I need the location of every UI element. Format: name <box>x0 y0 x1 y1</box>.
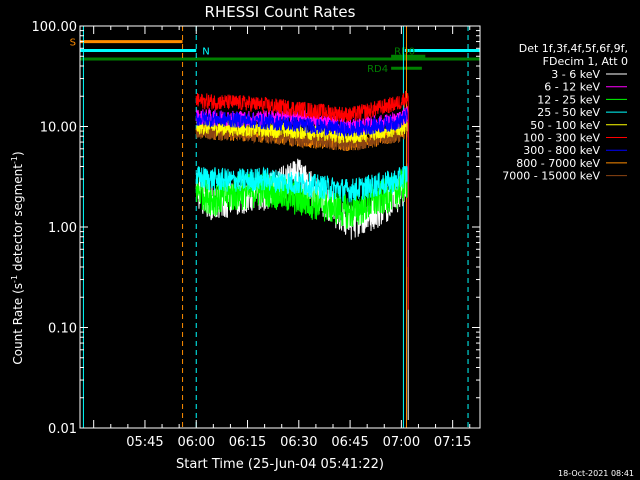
x-tick-label: 06:30 <box>280 435 317 450</box>
legend-entry-label: 25 - 50 keV <box>537 106 600 119</box>
flag-label: N <box>202 47 209 58</box>
x-tick-label: 06:45 <box>331 435 368 450</box>
x-axis-label: Start Time (25-Jun-04 05:41:22) <box>176 457 384 472</box>
y-axis-ticks: 0.01 0.10 1.00 10.00 100.00 <box>32 20 480 437</box>
legend-entry-label: 50 - 100 keV <box>530 119 600 132</box>
x-tick-label: 07:15 <box>434 435 471 450</box>
y-tick-label: 100.00 <box>32 20 78 35</box>
x-tick-label: 06:15 <box>229 435 266 450</box>
legend-entry-label: 12 - 25 keV <box>537 93 600 106</box>
attenuator-lines <box>82 26 469 428</box>
legend-entry-label: 100 - 300 keV <box>523 132 600 145</box>
series-line <box>195 108 409 267</box>
y-tick-label: 0.01 <box>48 422 77 437</box>
flag-label: RD4 <box>367 64 388 75</box>
y-axis-label: Count Rate (s-1 detector segment-1) <box>10 151 25 364</box>
y-tick-label: 0.10 <box>48 322 77 337</box>
flag-label: S <box>70 38 76 49</box>
y-tick-label: 1.00 <box>48 221 77 236</box>
plot-frame <box>79 25 481 429</box>
x-axis-ticks: 05:45 06:00 06:15 06:30 06:45 07:00 07:15 <box>93 26 471 450</box>
legend-header-line2: FDecim 1, Att 0 <box>543 55 628 68</box>
series-line <box>195 163 409 267</box>
series-line <box>195 118 409 267</box>
flag-label: RD0 <box>394 46 415 57</box>
timestamp: 18-Oct-2021 08:41 <box>558 469 634 478</box>
legend-entry-label: 3 - 6 keV <box>551 68 600 81</box>
chart-title: RHESSI Count Rates <box>205 3 356 21</box>
legend-entry-label: 800 - 7000 keV <box>516 157 600 170</box>
legend-header-line1: Det 1f,3f,4f,5f,6f,9f, <box>519 42 628 55</box>
legend-entry-label: 300 - 800 keV <box>523 144 600 157</box>
legend-entry-label: 7000 - 15000 keV <box>502 170 600 183</box>
legend-entry-label: 6 - 12 keV <box>544 81 600 94</box>
y-tick-label: 10.00 <box>40 121 77 136</box>
legend: Det 1f,3f,4f,5f,6f,9f, FDecim 1, Att 0 3… <box>502 42 628 183</box>
flag-bars: S N RD0 RD4 <box>70 38 480 75</box>
x-tick-label: 06:00 <box>178 435 215 450</box>
series-lines <box>195 90 409 420</box>
x-tick-label: 05:45 <box>126 435 163 450</box>
series-line <box>195 90 409 310</box>
x-tick-label: 07:00 <box>383 435 420 450</box>
